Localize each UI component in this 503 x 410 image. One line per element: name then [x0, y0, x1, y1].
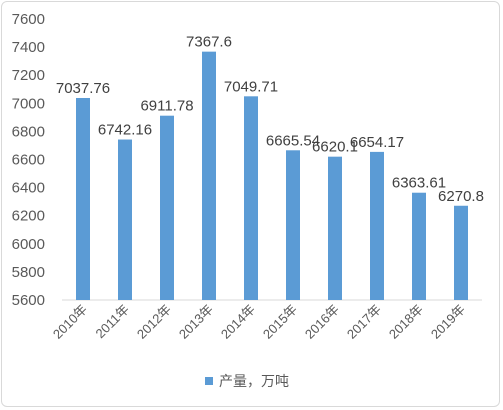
y-tick-label: 7200	[12, 67, 45, 84]
data-label: 6742.16	[98, 122, 152, 139]
bar	[412, 192, 426, 300]
x-tick-label: 2017年	[344, 302, 384, 342]
x-tick-label: 2010年	[50, 302, 90, 342]
bar	[370, 151, 384, 300]
y-axis-ticks: 5600 5800 6000 6200 6400 6600 6800 7000 7200 7400…	[12, 11, 45, 309]
data-labels: 7037.76 6742.16 6911.78 7367.6 7049.71 6665.5…	[56, 34, 484, 205]
y-tick-label: 7600	[12, 11, 45, 28]
bar	[160, 115, 174, 300]
x-axis-ticks: 2010年 2011年 2012年 2013年 2014年 2015年 2016年 2017年…	[50, 302, 468, 342]
y-tick-label: 6600	[12, 152, 45, 169]
data-label: 6620.1	[312, 139, 358, 156]
data-label: 6665.54	[266, 132, 320, 149]
bars	[76, 51, 468, 301]
x-tick-label: 2014年	[218, 302, 258, 342]
y-tick-label: 7000	[12, 95, 45, 112]
bar	[454, 205, 468, 300]
bar	[76, 97, 90, 300]
y-tick-label: 6800	[12, 123, 45, 140]
x-tick-label: 2012年	[134, 302, 174, 342]
data-label: 6654.17	[350, 134, 404, 151]
data-label: 6270.8	[438, 188, 484, 205]
bar	[286, 150, 300, 300]
x-tick-label: 2013年	[176, 302, 216, 342]
legend: 产量，万吨	[205, 373, 289, 389]
y-tick-label: 6000	[12, 236, 45, 253]
x-tick-label: 2018年	[386, 302, 426, 342]
legend-swatch	[205, 377, 213, 385]
y-tick-label: 7400	[12, 39, 45, 56]
x-tick-label: 2016年	[302, 302, 342, 342]
y-tick-label: 6200	[12, 208, 45, 225]
y-tick-label: 5600	[12, 292, 45, 309]
y-tick-label: 6400	[12, 180, 45, 197]
x-tick-label: 2019年	[428, 302, 468, 342]
x-tick-label: 2011年	[93, 302, 133, 342]
data-label: 7049.71	[224, 78, 278, 95]
data-label: 6911.78	[140, 98, 193, 115]
bar	[202, 51, 216, 301]
data-label: 6363.61	[392, 175, 446, 192]
bar	[244, 96, 258, 301]
bar	[118, 139, 132, 300]
data-label: 7037.76	[56, 80, 110, 97]
bar	[328, 156, 342, 300]
y-tick-label: 5800	[12, 264, 45, 281]
x-tick-label: 2015年	[260, 302, 300, 342]
data-label: 7367.6	[186, 34, 232, 51]
legend-label: 产量，万吨	[219, 373, 289, 389]
